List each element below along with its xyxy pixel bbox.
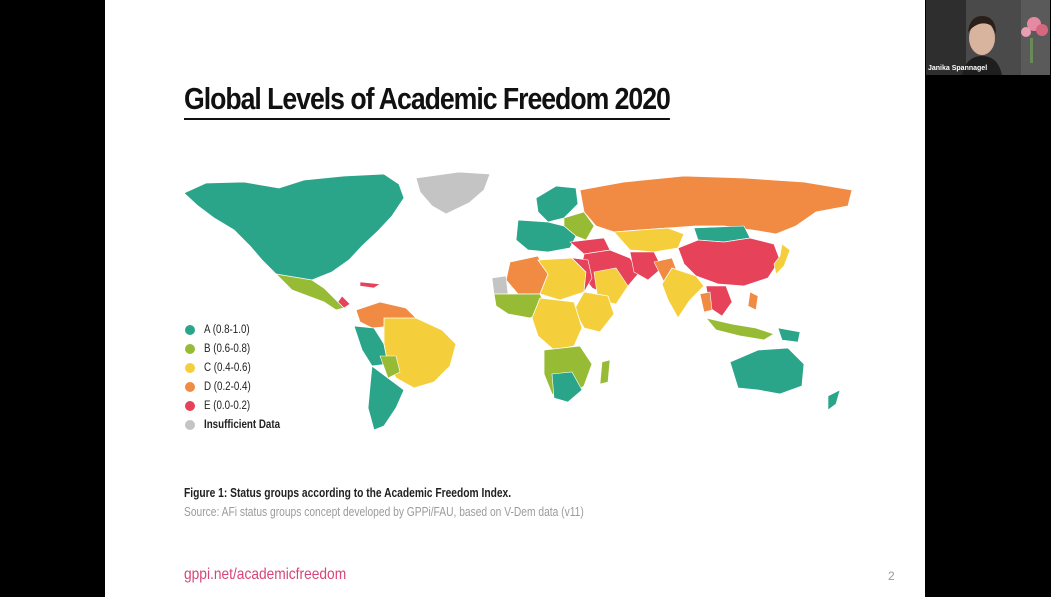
left-letterbox [0, 0, 105, 597]
slide-title: Global Levels of Academic Freedom 2020 [184, 80, 671, 120]
legend-swatch-b [185, 343, 195, 354]
map-region-greenland [415, 171, 491, 215]
map-region-south-africa [551, 371, 583, 403]
map-region-russia [579, 175, 852, 235]
legend-item: E (0.0-0.2) [185, 396, 293, 415]
figure-caption: Figure 1: Status groups according to the… [184, 486, 512, 500]
map-region-western-europe [515, 219, 577, 253]
legend-swatch-e [185, 400, 195, 411]
map-region-kazakhstan [613, 227, 685, 253]
map-region-north-america [184, 173, 405, 285]
legend-label: C (0.4-0.6) [204, 361, 251, 374]
page-number: 2 [888, 569, 895, 583]
legend-swatch-a [185, 324, 195, 335]
map-region-cuba [359, 281, 381, 289]
map-region-madagascar [599, 359, 611, 385]
map-region-new-zealand [827, 389, 841, 411]
map-region-southern-cone [367, 365, 405, 431]
map-region-mexico [274, 273, 345, 311]
map-region-central-africa [531, 297, 583, 351]
map-region-australia [729, 347, 805, 395]
map-region-japan [773, 243, 791, 275]
legend-label: D (0.2-0.4) [204, 380, 251, 393]
participant-video-tile[interactable]: Janika Spannagel [926, 0, 1050, 75]
map-region-papua [777, 327, 801, 343]
legend-label: E (0.0-0.2) [204, 399, 251, 412]
presentation-slide: Global Levels of Academic Freedom 2020 [105, 0, 925, 597]
map-region-philippines [747, 291, 759, 311]
map-legend: A (0.8-1.0) B (0.6-0.8) C (0.4-0.6) D (0… [185, 320, 293, 434]
legend-item: D (0.2-0.4) [185, 377, 293, 396]
map-region-iran [629, 251, 663, 281]
participant-video-feed [926, 0, 1050, 75]
legend-item: A (0.8-1.0) [185, 320, 293, 339]
legend-swatch-d [185, 381, 195, 392]
map-region-china [677, 237, 781, 287]
map-region-central-america-e [337, 295, 351, 309]
footer-link[interactable]: gppi.net/academicfreedom [184, 566, 347, 583]
figure-source: Source: AFi status groups concept develo… [184, 505, 584, 519]
right-letterbox [925, 0, 1051, 597]
world-map [184, 171, 852, 431]
map-region-brazil [383, 317, 457, 389]
participant-name: Janika Spannagel [928, 65, 988, 72]
legend-swatch-c [185, 362, 195, 373]
legend-item: B (0.6-0.8) [185, 339, 293, 358]
map-region-egypt [571, 257, 593, 293]
legend-item: C (0.4-0.6) [185, 358, 293, 377]
map-region-thailand [699, 291, 713, 313]
map-region-india [661, 267, 705, 319]
map-region-western-sahara [491, 275, 509, 295]
map-region-bolivia [379, 355, 401, 379]
map-region-scandinavia [535, 185, 579, 223]
legend-label: B (0.6-0.8) [204, 342, 251, 355]
map-region-indonesia [704, 317, 775, 341]
legend-label: A (0.8-1.0) [204, 323, 250, 336]
legend-item: Insufficient Data [185, 415, 293, 434]
legend-swatch-insufficient [185, 419, 195, 430]
legend-label: Insufficient Data [204, 418, 281, 431]
